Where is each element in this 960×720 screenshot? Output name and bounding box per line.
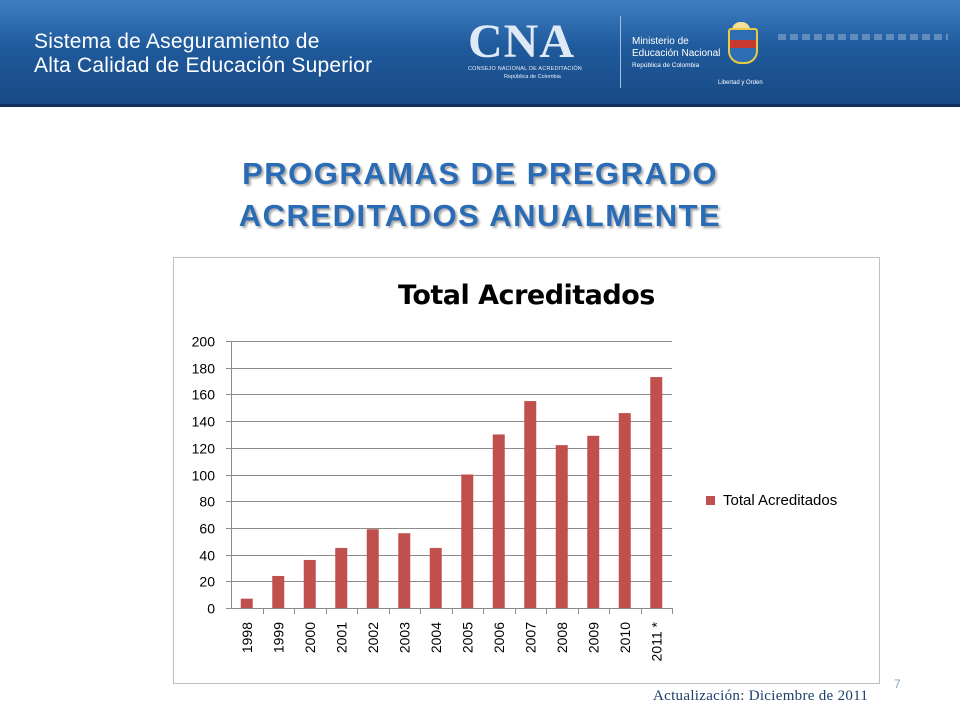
bar-2009 — [587, 435, 600, 608]
ministry-line1: Ministerio de — [632, 36, 689, 47]
colombia-crest-icon — [716, 22, 766, 84]
x-tick-label: 2005 — [459, 622, 475, 653]
ministry-line3: República de Colombia — [632, 62, 700, 69]
update-footnote: Actualización: Diciembre de 2011 — [653, 688, 869, 704]
bar-2006 — [492, 434, 505, 608]
x-tick-label: 2006 — [491, 622, 507, 653]
y-tick-label: 40 — [199, 548, 215, 564]
x-tick-label: 2000 — [302, 622, 318, 653]
chart-title: Total Acreditados — [398, 280, 655, 311]
system-name-line1: Sistema de Aseguramiento de — [34, 30, 320, 53]
cna-logo-text: CNA — [468, 15, 575, 68]
x-tick-label: 2011 * — [648, 621, 664, 661]
bar-2002 — [366, 529, 379, 608]
x-tick-label: 1998 — [239, 622, 255, 653]
y-tick-label: 60 — [199, 521, 215, 537]
y-tick-label: 180 — [192, 361, 216, 377]
y-tick-label: 120 — [192, 441, 216, 457]
x-tick-label: 2007 — [522, 622, 538, 653]
x-tick-label: 2002 — [365, 622, 381, 653]
slide-title-line2: ACREDITADOS ANUALMENTE — [238, 198, 722, 233]
bar-2004 — [429, 547, 442, 608]
shield-band — [730, 40, 756, 48]
y-tick-label: 20 — [199, 574, 215, 590]
header-banner: Sistema de Aseguramiento de Alta Calidad… — [0, 0, 960, 107]
crest-motto: Libertad y Orden — [718, 80, 763, 86]
system-name: Sistema de Aseguramiento de Alta Calidad… — [34, 30, 372, 78]
x-tick-label: 2001 — [333, 622, 349, 653]
bar-1998 — [240, 598, 253, 608]
x-tick-label: 1999 — [270, 622, 286, 653]
y-tick-label: 0 — [207, 601, 215, 617]
cna-logo-country: República de Colombia — [504, 74, 561, 80]
header-divider — [620, 16, 621, 88]
bar-2011 — [650, 377, 663, 608]
bar-2005 — [461, 474, 474, 608]
page-number: 7 — [894, 677, 901, 691]
y-tick-label: 160 — [192, 387, 216, 403]
x-tick-label: 2004 — [428, 622, 444, 653]
legend-swatch — [706, 496, 715, 505]
y-tick-label: 80 — [199, 494, 215, 510]
bar-2001 — [335, 547, 348, 608]
cna-logo: CNA CONSEJO NACIONAL DE ACREDITACIÓN Rep… — [468, 18, 608, 82]
slide-title-line1: PROGRAMAS DE PREGRADO — [242, 156, 718, 191]
x-tick-label: 2003 — [396, 622, 412, 653]
x-tick-label: 2009 — [585, 622, 601, 653]
chart-legend: Total Acreditados — [706, 492, 837, 509]
bar-2010 — [618, 413, 631, 608]
cna-logo-subtitle: CONSEJO NACIONAL DE ACREDITACIÓN — [468, 66, 582, 72]
bar-2007 — [524, 401, 537, 608]
legend-label: Total Acreditados — [723, 492, 838, 509]
ministry-line2: Educación Nacional — [632, 48, 721, 59]
x-tick-label: 2010 — [617, 622, 633, 653]
bar-2000 — [303, 559, 316, 608]
ministry-logo-text: Ministerio de Educación Nacional Repúbli… — [632, 36, 720, 72]
bar-2003 — [398, 533, 411, 608]
condor-shape — [732, 22, 750, 30]
bar-2008 — [555, 445, 568, 608]
system-name-line2: Alta Calidad de Educación Superior — [34, 54, 373, 77]
x-tick-label: 2008 — [554, 622, 570, 653]
bar-1999 — [272, 575, 285, 608]
y-tick-label: 200 — [192, 334, 216, 350]
banner-decoration — [778, 34, 948, 40]
y-tick-label: 100 — [192, 468, 216, 484]
y-tick-label: 140 — [192, 414, 216, 430]
